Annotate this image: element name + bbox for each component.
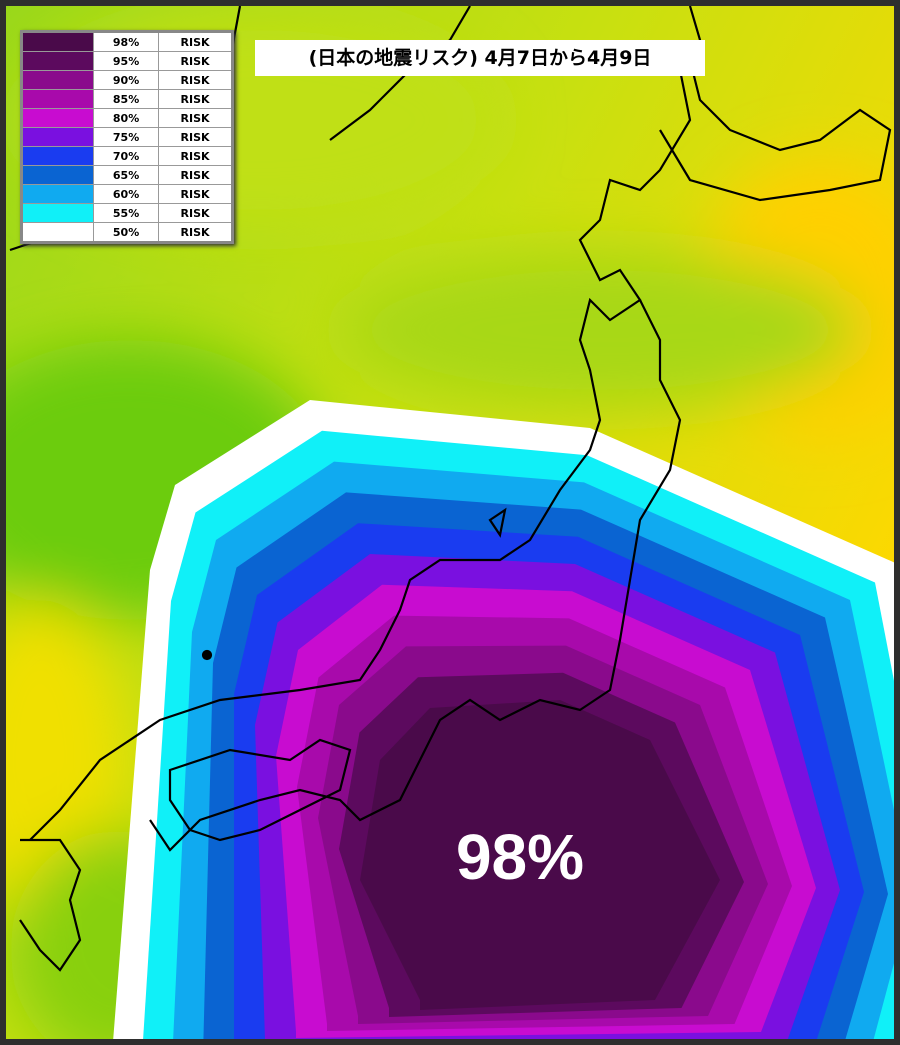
legend-row: 50% RISK — [21, 222, 233, 243]
legend: 98% RISK 95% RISK 90% RISK 85% RISK 80% RISK 75% RI… — [20, 30, 234, 244]
legend-swatch — [21, 108, 94, 128]
legend-text: RISK — [158, 108, 233, 128]
legend-rows: 98% RISK 95% RISK 90% RISK 85% RISK 80% RISK 75% RI… — [21, 31, 233, 243]
legend-level: 80% — [92, 108, 160, 128]
legend-text: RISK — [158, 184, 233, 204]
legend-row: 90% RISK — [21, 70, 233, 90]
legend-swatch — [21, 165, 94, 185]
legend-level: 75% — [92, 127, 160, 147]
legend-row: 80% RISK — [21, 108, 233, 128]
legend-level: 98% — [92, 31, 160, 52]
legend-level: 70% — [92, 146, 160, 166]
legend-row: 65% RISK — [21, 165, 233, 185]
legend-swatch — [21, 203, 94, 223]
legend-swatch — [21, 31, 94, 52]
legend-swatch — [21, 51, 94, 71]
legend-level: 60% — [92, 184, 160, 204]
legend-row: 85% RISK — [21, 89, 233, 109]
legend-level: 90% — [92, 70, 160, 90]
map-title: (日本の地震リスク) 4月7日から4月9日 — [255, 40, 705, 76]
legend-level: 65% — [92, 165, 160, 185]
legend-level: 85% — [92, 89, 160, 109]
legend-text: RISK — [158, 146, 233, 166]
legend-text: RISK — [158, 31, 233, 52]
legend-swatch — [21, 70, 94, 90]
legend-row: 98% RISK — [21, 31, 233, 52]
legend-text: RISK — [158, 51, 233, 71]
risk-band — [360, 700, 720, 1010]
legend-swatch — [21, 184, 94, 204]
legend-text: RISK — [158, 127, 233, 147]
legend-row: 60% RISK — [21, 184, 233, 204]
peak-label: 98% — [455, 821, 585, 893]
legend-row: 95% RISK — [21, 51, 233, 71]
legend-swatch — [21, 127, 94, 147]
legend-level: 50% — [92, 222, 160, 243]
map-area — [6, 6, 894, 1039]
legend-level: 95% — [92, 51, 160, 71]
legend-text: RISK — [158, 165, 233, 185]
legend-row: 70% RISK — [21, 146, 233, 166]
risk-contours — [113, 400, 894, 1039]
legend-swatch — [21, 89, 94, 109]
legend-swatch — [21, 146, 94, 166]
legend-swatch — [21, 222, 94, 243]
legend-level: 55% — [92, 203, 160, 223]
legend-text: RISK — [158, 222, 233, 243]
legend-text: RISK — [158, 89, 233, 109]
legend-text: RISK — [158, 203, 233, 223]
legend-row: 55% RISK — [21, 203, 233, 223]
legend-row: 75% RISK — [21, 127, 233, 147]
legend-text: RISK — [158, 70, 233, 90]
